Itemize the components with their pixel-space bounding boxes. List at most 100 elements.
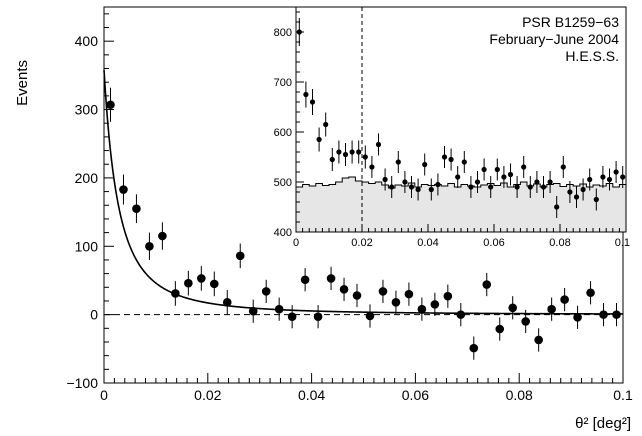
- inset-data-point: [527, 184, 533, 190]
- y-axis-title: Events: [14, 60, 31, 106]
- data-point: [391, 298, 401, 307]
- data-point: [119, 185, 128, 194]
- annotation-period: February−June 2004: [489, 31, 619, 47]
- inset-data-point: [521, 164, 527, 170]
- inset-data-point: [408, 184, 415, 190]
- inset-data-point: [606, 176, 613, 183]
- data-point: [547, 304, 556, 314]
- x-tick-label: 0.02: [194, 387, 221, 403]
- data-point: [586, 288, 595, 298]
- inset-data-point: [382, 176, 388, 183]
- inset-frame: [295, 6, 627, 233]
- data-point: [106, 100, 115, 110]
- inset-data-point: [415, 186, 421, 193]
- data-point: [599, 310, 608, 319]
- data-point: [560, 295, 569, 304]
- inset-data-point: [356, 149, 362, 155]
- y-tick-label: 200: [75, 170, 99, 186]
- inset-data-point: [428, 186, 434, 193]
- x-tick-label: 0: [100, 387, 108, 403]
- data-point: [417, 304, 427, 314]
- data-point: [235, 251, 245, 261]
- data-point: [339, 285, 349, 294]
- inset-data-point: [323, 121, 329, 128]
- y-tick-label: 300: [75, 102, 99, 118]
- data-point: [612, 310, 621, 319]
- annotation-instrument: H.E.S.S.: [565, 48, 619, 64]
- inset-x-tick-label: 0.02: [351, 237, 372, 249]
- inset-data-point: [580, 186, 586, 193]
- data-point: [534, 335, 543, 345]
- inset-data-point: [573, 194, 580, 200]
- data-point: [145, 241, 154, 251]
- data-point: [573, 313, 582, 322]
- data-point: [495, 324, 505, 334]
- fit-curve: [103, 69, 624, 315]
- data-point: [132, 204, 141, 213]
- inset-x-tick-label: 0.04: [417, 237, 438, 249]
- inset-data-point: [481, 166, 487, 173]
- inset-data-point: [389, 184, 395, 190]
- inset-data-point: [342, 151, 349, 158]
- x-tick-label: 0.1: [613, 387, 633, 403]
- inset-data-point: [501, 174, 507, 180]
- inset-data-point: [362, 154, 368, 160]
- inset-data-point: [494, 166, 500, 173]
- data-point: [456, 310, 466, 319]
- inset-data-point: [488, 184, 494, 190]
- y-tick-label: 400: [75, 33, 99, 49]
- inset-plot: 400 500 600 700 800 0 0.02 0.04 0.06 0.08 0.1: [274, 6, 630, 249]
- inset-data-point: [547, 179, 553, 185]
- inset-data-point: [507, 171, 514, 178]
- data-point: [158, 231, 167, 241]
- inset-y-tick-label: 500: [274, 177, 292, 189]
- data-point: [352, 291, 362, 300]
- inset-data-point: [468, 184, 474, 190]
- inset-data-point: [448, 156, 454, 163]
- inset-data-point: [593, 196, 599, 203]
- data-point: [209, 279, 219, 289]
- inset-data-point: [461, 159, 467, 165]
- data-point: [430, 300, 440, 309]
- x-tick-label: 0.06: [402, 387, 429, 403]
- inset-data-point: [303, 91, 309, 98]
- inset-data-point: [375, 141, 382, 148]
- inset-data-point: [554, 204, 560, 210]
- inset-data-point: [435, 181, 441, 188]
- inset-data-point: [620, 174, 626, 180]
- inset-data-point: [613, 169, 619, 175]
- inset-data-point: [395, 159, 401, 165]
- data-point: [274, 304, 284, 314]
- inset-data-point: [422, 161, 428, 168]
- inset-data-point: [296, 29, 302, 35]
- inset-y-tick-label: 700: [274, 77, 292, 89]
- data-point: [404, 289, 414, 299]
- data-point: [248, 306, 258, 316]
- data-point: [521, 317, 530, 326]
- annotation-source: PSR B1259−63: [522, 14, 619, 30]
- x-tick-label: 0.08: [506, 387, 533, 403]
- inset-data-point: [369, 164, 375, 170]
- x-axis-title: θ² [deg²]: [575, 415, 631, 432]
- data-point: [313, 312, 323, 321]
- y-tick-label: 100: [75, 238, 99, 254]
- inset-data-point: [309, 99, 316, 105]
- inset-y-tick-label: 800: [274, 27, 292, 39]
- inset-data-point: [540, 184, 547, 190]
- inset-x-tick-label: 0.06: [483, 237, 504, 249]
- inset-data-point: [402, 179, 408, 185]
- data-point: [482, 280, 492, 289]
- inset-data-point: [474, 179, 481, 185]
- data-point: [365, 311, 375, 321]
- inset-data-point: [441, 154, 448, 160]
- data-point: [222, 298, 232, 307]
- inset-x-tick-label: 0.08: [549, 237, 570, 249]
- y-tick-label: 0: [90, 307, 98, 323]
- inset-data-point: [587, 176, 593, 183]
- data-point: [508, 303, 518, 313]
- inset-data-point: [455, 174, 461, 180]
- inset-data-point: [316, 136, 322, 143]
- x-tick-label: 0.04: [298, 387, 325, 403]
